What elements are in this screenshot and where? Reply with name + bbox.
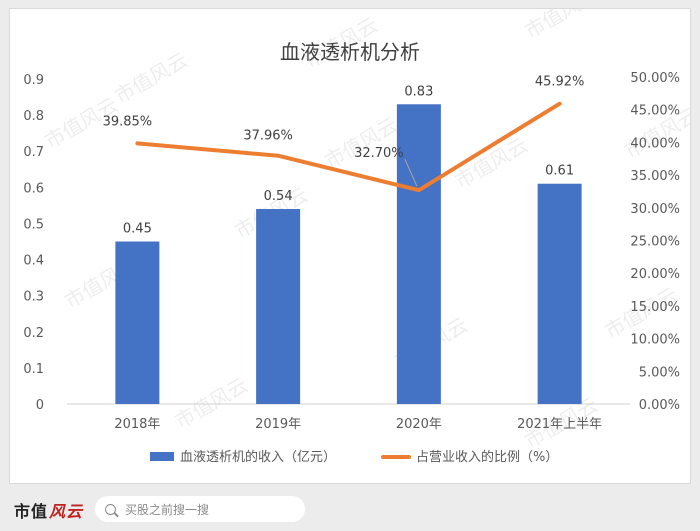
search-box[interactable]: 买股之前搜一搜 xyxy=(95,496,305,522)
series-line xyxy=(135,101,562,193)
bar-data-label: 0.61 xyxy=(545,164,574,179)
right-axis: 0.00% 5.00% 10.00% 15.00% 20.00% 25.00% 30.00%… xyxy=(630,71,680,413)
footer-bar: 市值 风云 买股之前搜一搜 xyxy=(0,488,700,531)
left-axis-tick-label: 0.8 xyxy=(23,109,44,124)
bar-series: 0.45 0.54 0.83 0.61 xyxy=(115,84,582,405)
legend-label-line: 占营业收入的比例（%） xyxy=(416,449,558,465)
line-data-label: 32.70% xyxy=(354,146,404,161)
left-axis-tick-label: 0.9 xyxy=(23,73,44,88)
left-axis-tick-label: 0.1 xyxy=(23,362,44,377)
line-series: 39.85% 37.96% 32.70% 45.92% xyxy=(103,75,585,193)
legend: 血液透析机的收入（亿元） 占营业收入的比例（%） xyxy=(150,449,558,465)
line-data-label: 45.92% xyxy=(535,75,585,90)
watermark-text: 市值风云 xyxy=(521,9,602,43)
right-axis-tick-label: 35.00% xyxy=(630,169,680,184)
search-icon xyxy=(105,503,116,515)
x-axis-tick-label: 2020年 xyxy=(396,417,442,432)
chart-card: 市值风云 市值风云 市值风云 市值风云 市值风云 市值风云 市值风云 市值风云 市值风云 市值风云… xyxy=(9,8,691,484)
left-axis-tick-label: 0.3 xyxy=(23,290,44,305)
right-axis-tick-label: 20.00% xyxy=(630,267,680,282)
bar-data-label: 0.45 xyxy=(123,222,152,237)
x-axis: 2018年 2019年 2020年 2021年上半年 xyxy=(114,417,602,432)
bar-data-label: 0.54 xyxy=(264,189,293,204)
left-axis: 0 0.1 0.2 0.3 0.4 0.5 0.6 0.7 0.8 0.9 xyxy=(23,73,44,413)
watermark-text: 市值风云 xyxy=(111,48,192,109)
x-axis-tick-label: 2019年 xyxy=(255,417,301,432)
right-axis-tick-label: 15.00% xyxy=(630,300,680,315)
right-axis-tick-label: 40.00% xyxy=(630,136,680,151)
right-axis-tick-label: 50.00% xyxy=(630,71,680,86)
line-data-label: 37.96% xyxy=(243,129,293,144)
bar-data-label: 0.83 xyxy=(404,84,433,99)
left-axis-tick-label: 0 xyxy=(36,398,44,413)
bar xyxy=(396,104,441,405)
bar xyxy=(115,241,160,404)
x-axis-tick-label: 2021年上半年 xyxy=(517,417,602,432)
right-axis-tick-label: 30.00% xyxy=(630,202,680,217)
bar xyxy=(537,183,582,404)
bar xyxy=(256,209,301,404)
brand-logo-part2: 风云 xyxy=(49,502,84,521)
chart-title: 血液透析机分析 xyxy=(280,40,420,64)
brand-logo-part1: 市值 xyxy=(14,502,49,521)
search-placeholder: 买股之前搜一搜 xyxy=(125,502,210,517)
left-axis-tick-label: 0.5 xyxy=(23,217,44,232)
left-axis-tick-label: 0.2 xyxy=(23,326,44,341)
left-axis-tick-label: 0.6 xyxy=(23,181,44,196)
brand-logo: 市值 风云 xyxy=(14,498,83,522)
right-axis-tick-label: 0.00% xyxy=(639,398,680,413)
left-axis-tick-label: 0.4 xyxy=(23,254,44,269)
left-axis-tick-label: 0.7 xyxy=(23,145,44,160)
watermark-text: 市值风云 xyxy=(171,373,252,434)
x-axis-tick-label: 2018年 xyxy=(114,417,160,432)
line-data-label: 39.85% xyxy=(103,114,153,129)
right-axis-tick-label: 10.00% xyxy=(630,333,680,348)
legend-swatch-bar xyxy=(150,452,174,461)
right-axis-tick-label: 45.00% xyxy=(630,104,680,119)
right-axis-tick-label: 5.00% xyxy=(639,365,680,380)
right-axis-tick-label: 25.00% xyxy=(630,235,680,250)
legend-label-bar: 血液透析机的收入（亿元） xyxy=(180,449,336,465)
data-label-leader-line xyxy=(404,158,418,187)
watermark-text: 市值风云 xyxy=(321,113,402,174)
